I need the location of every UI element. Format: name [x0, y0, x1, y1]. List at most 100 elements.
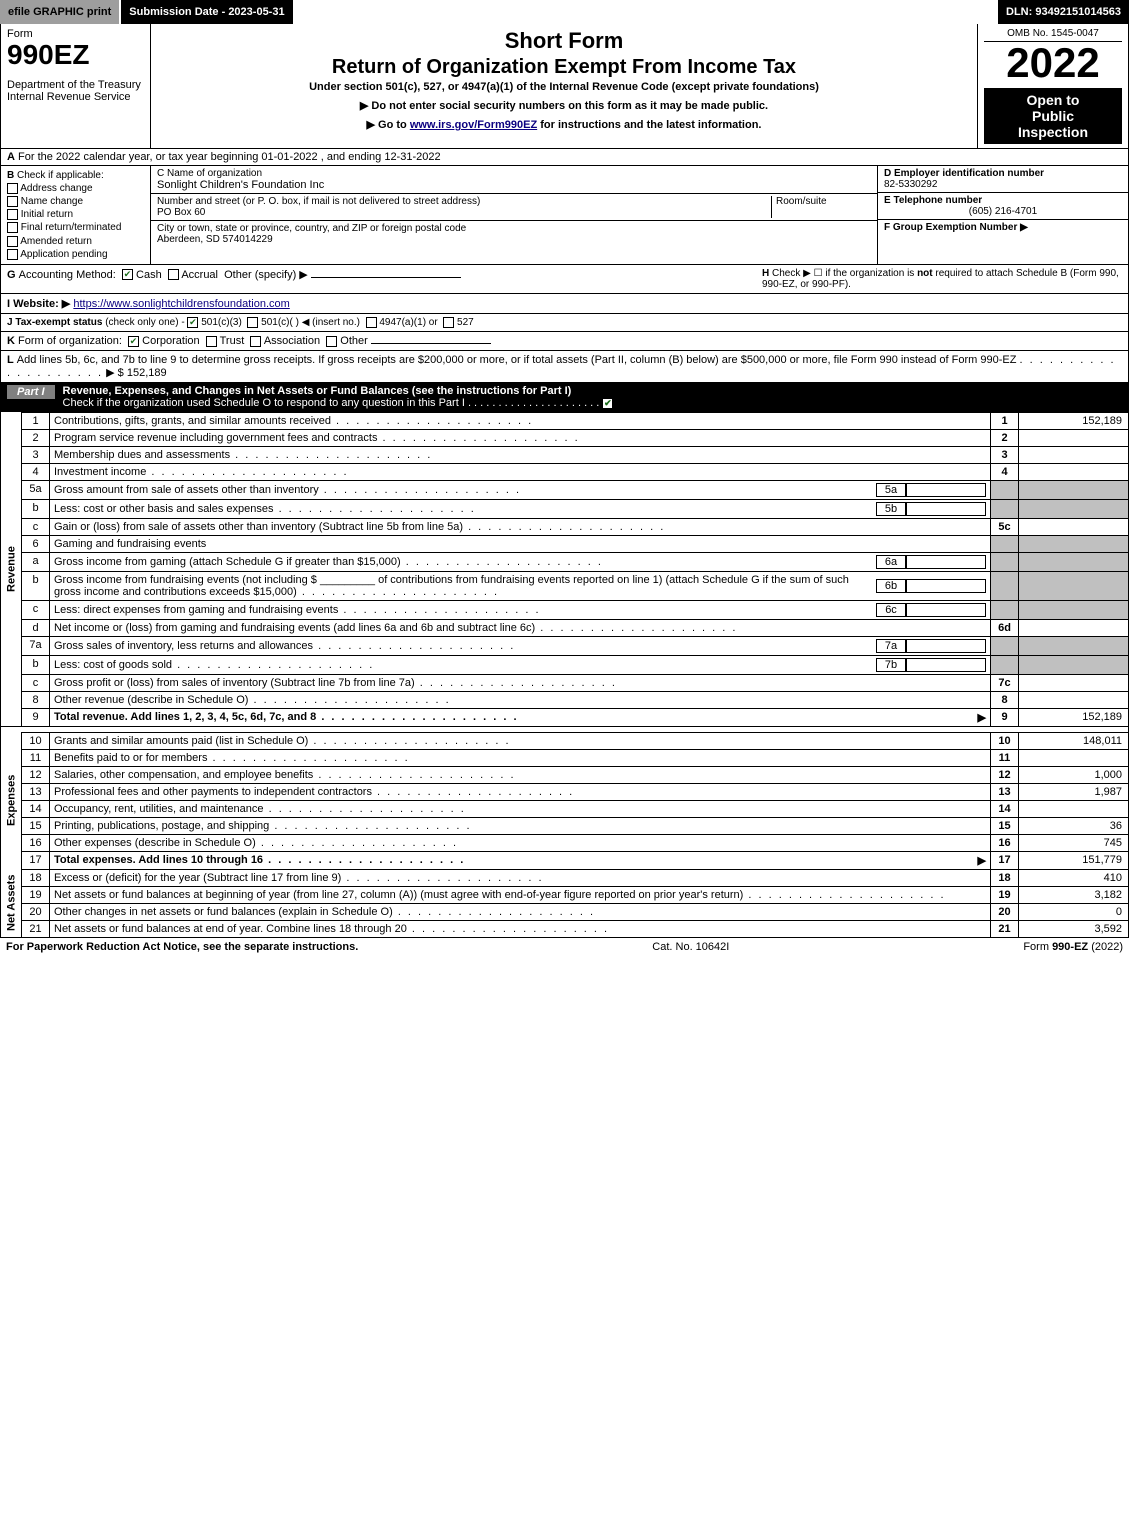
irs-link[interactable]: www.irs.gov/Form990EZ [410, 119, 537, 131]
line-row: 20Other changes in net assets or fund ba… [1, 903, 1129, 920]
chk-cash[interactable] [122, 269, 133, 280]
line-number: 8 [22, 691, 50, 708]
line-value: 745 [1019, 834, 1129, 851]
line-text: Less: cost or other basis and sales expe… [50, 499, 991, 518]
sub-line-value[interactable] [906, 658, 986, 672]
top-bar: efile GRAPHIC print Submission Date - 20… [0, 0, 1129, 24]
block-bcdef: B Check if applicable: Address change Na… [0, 166, 1129, 265]
chk-501c3[interactable] [187, 317, 198, 328]
dln: DLN: 93492151014563 [998, 0, 1129, 24]
line-value: 151,779 [1019, 851, 1129, 869]
c-city-label: City or town, state or province, country… [157, 223, 871, 234]
line-value [1019, 518, 1129, 535]
line-number: 1 [22, 412, 50, 429]
line-number: 9 [22, 708, 50, 726]
line-value: 152,189 [1019, 412, 1129, 429]
line-value: 152,189 [1019, 708, 1129, 726]
chk-4947[interactable] [366, 317, 377, 328]
sub-line-number: 5a [876, 483, 906, 497]
line-text: Excess or (deficit) for the year (Subtra… [50, 869, 991, 886]
header-center: Short Form Return of Organization Exempt… [151, 24, 978, 148]
sub-line-number: 7a [876, 639, 906, 653]
chk-initial-return[interactable]: Initial return [7, 209, 144, 220]
chk-name-change[interactable]: Name change [7, 196, 144, 207]
other-method-input[interactable] [311, 277, 461, 278]
header-left: Form 990EZ Department of the Treasury In… [1, 24, 151, 148]
line-number: 2 [22, 429, 50, 446]
footer-left: For Paperwork Reduction Act Notice, see … [6, 941, 358, 953]
chk-accrual[interactable] [168, 269, 179, 280]
line-box-number: 9 [991, 708, 1019, 726]
chk-final-return[interactable]: Final return/terminated [7, 222, 144, 233]
box-c: C Name of organization Sonlight Children… [151, 166, 878, 264]
sub-line-number: 5b [876, 502, 906, 516]
line-value: 410 [1019, 869, 1129, 886]
revenue-table: Revenue1Contributions, gifts, grants, an… [0, 412, 1129, 938]
line-number: 10 [22, 732, 50, 749]
line-number: 17 [22, 851, 50, 869]
line-number: 6 [22, 535, 50, 552]
tax-year: 2022 [984, 42, 1122, 84]
part-1-header: Part I Revenue, Expenses, and Changes in… [0, 383, 1129, 412]
website-link[interactable]: https://www.sonlightchildrensfoundation.… [73, 298, 289, 310]
chk-address-change[interactable]: Address change [7, 183, 144, 194]
street: PO Box 60 [157, 207, 771, 218]
instruction-1: ▶ Do not enter social security numbers o… [157, 99, 971, 112]
chk-527[interactable] [443, 317, 454, 328]
line-row: cGross profit or (loss) from sales of in… [1, 674, 1129, 691]
chk-amended-return[interactable]: Amended return [7, 236, 144, 247]
e-label: E Telephone number [884, 195, 982, 206]
line-number: 4 [22, 463, 50, 480]
org-name: Sonlight Children's Foundation Inc [157, 179, 871, 191]
line-value [1019, 619, 1129, 636]
section-label: Revenue [1, 412, 22, 726]
line-row: bGross income from fundraising events (n… [1, 571, 1129, 600]
line-k: K Form of organization: Corporation Trus… [0, 332, 1129, 351]
chk-application-pending[interactable]: Application pending [7, 249, 144, 260]
line-box-number: 3 [991, 446, 1019, 463]
sub-line-number: 6c [876, 603, 906, 617]
line-text: Gain or (loss) from sale of assets other… [50, 518, 991, 535]
sub-line-value[interactable] [906, 502, 986, 516]
sub-line-value[interactable] [906, 603, 986, 617]
line-box-number: 15 [991, 817, 1019, 834]
line-text: Program service revenue including govern… [50, 429, 991, 446]
line-box-number: 7c [991, 674, 1019, 691]
line-number: 18 [22, 869, 50, 886]
efile-print[interactable]: efile GRAPHIC print [0, 0, 121, 24]
line-text: Other revenue (describe in Schedule O) [50, 691, 991, 708]
line-row: 21Net assets or fund balances at end of … [1, 920, 1129, 937]
sub-line-value[interactable] [906, 579, 986, 593]
chk-corporation[interactable] [128, 336, 139, 347]
sub-line-value[interactable] [906, 555, 986, 569]
ein: 82-5330292 [884, 179, 937, 190]
sub-line-value[interactable] [906, 639, 986, 653]
part-1-label: Part I [7, 385, 55, 399]
line-row: bLess: cost of goods sold7b [1, 655, 1129, 674]
line-row: Revenue1Contributions, gifts, grants, an… [1, 412, 1129, 429]
submission-date: Submission Date - 2023-05-31 [121, 0, 294, 24]
line-number: d [22, 619, 50, 636]
part-1-title: Revenue, Expenses, and Changes in Net As… [63, 385, 1122, 409]
chk-other-org[interactable] [326, 336, 337, 347]
line-value: 1,987 [1019, 783, 1129, 800]
line-box-number: 8 [991, 691, 1019, 708]
sub-line-value[interactable] [906, 483, 986, 497]
line-box-number: 1 [991, 412, 1019, 429]
city-state-zip: Aberdeen, SD 574014229 [157, 234, 871, 245]
chk-schedule-o[interactable] [602, 398, 613, 409]
line-value [1019, 749, 1129, 766]
section-label: Net Assets [1, 869, 22, 937]
chk-501c[interactable] [247, 317, 258, 328]
line-number: 16 [22, 834, 50, 851]
line-value: 148,011 [1019, 732, 1129, 749]
line-row: 11Benefits paid to or for members11 [1, 749, 1129, 766]
line-value: 3,182 [1019, 886, 1129, 903]
line-row: 17Total expenses. Add lines 10 through 1… [1, 851, 1129, 869]
line-text: Gross income from fundraising events (no… [50, 571, 991, 600]
chk-association[interactable] [250, 336, 261, 347]
line-box-number: 13 [991, 783, 1019, 800]
chk-trust[interactable] [206, 336, 217, 347]
line-h: H Check ▶ ☐ if the organization is not r… [762, 268, 1122, 290]
line-row: 7aGross sales of inventory, less returns… [1, 636, 1129, 655]
